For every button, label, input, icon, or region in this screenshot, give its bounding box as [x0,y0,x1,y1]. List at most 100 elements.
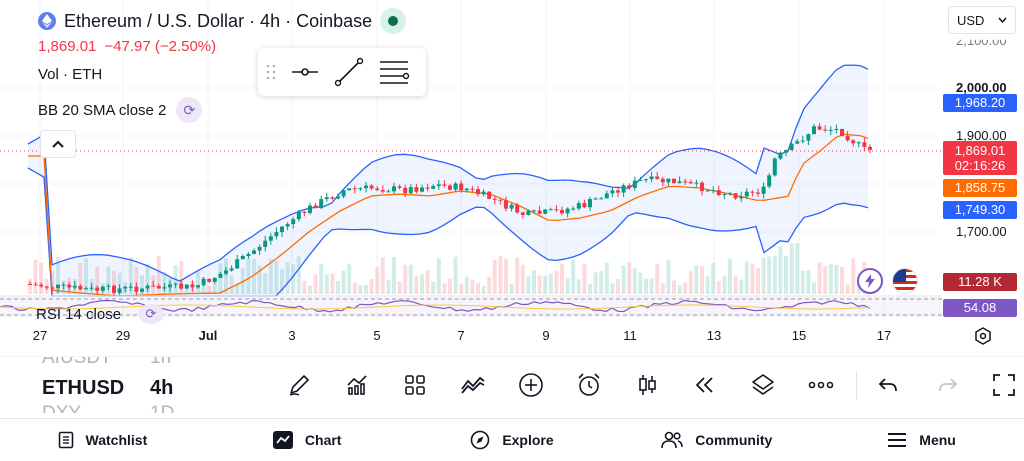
chevron-down-icon [998,17,1007,23]
collapse-legend-button[interactable] [40,130,76,158]
alert-button[interactable] [560,363,618,407]
candle-body [128,286,133,288]
candle-body [683,181,688,183]
volume-bar [828,264,833,294]
compare-button[interactable] [444,363,502,407]
fullscreen-button[interactable] [982,363,1024,407]
candle-body [862,142,867,147]
candle-body [229,268,234,271]
symbol-name: AIUSDT [42,357,112,368]
volume-bar [291,264,296,294]
layers-button[interactable] [734,363,792,407]
volume-bar [117,272,122,294]
volume-bar [817,262,822,294]
bottom-toolbar: AIUSDT 1h ETHUSD 4h DXY 1D [0,356,1024,413]
volume-bar [364,285,368,294]
volume-bar [688,271,693,294]
volume-bar [644,278,648,294]
parallel-channel-icon[interactable] [378,58,410,86]
drag-handle-icon[interactable] [266,64,276,80]
candle-body [235,259,240,269]
candle-body [828,129,833,131]
volume-bar [128,256,133,294]
candle-body [319,199,324,209]
volume-bar [655,264,660,294]
candle-body [403,187,408,194]
rsi-indicator-label[interactable]: RSI 14 close [36,306,122,323]
volume-bar [795,242,800,294]
horizontal-ray-icon[interactable] [290,62,320,82]
volume-bar [744,261,749,294]
add-button[interactable] [502,363,560,407]
volume-bar [431,281,436,294]
nav-watchlist[interactable]: Watchlist [0,419,205,461]
rewind-icon [696,377,713,393]
indicators-button[interactable] [328,363,386,407]
nav-menu[interactable]: Menu [819,419,1024,461]
candle-body [711,190,716,192]
volume-indicator-label[interactable]: Vol · ETH [38,66,103,83]
candle-body [677,181,682,184]
volume-bar [324,274,329,294]
candle-body [582,203,587,208]
us-flag-icon[interactable] [892,268,918,294]
nav-explore[interactable]: Explore [410,419,615,461]
symbol-row[interactable]: AIUSDT 1h [42,357,202,371]
candle-body [291,219,296,225]
symbol-row-current[interactable]: ETHUSD 4h [42,375,202,401]
symbol-row[interactable]: DXY 1D [42,401,202,413]
candle-body [756,192,760,194]
candle-body [95,287,100,291]
undo-button[interactable] [866,363,910,407]
candle-body [218,273,223,278]
volume-bar [812,282,816,294]
volume-bar [565,278,570,294]
candle-body [733,193,738,199]
volume-bar [302,280,307,294]
candle-body [543,209,548,214]
candle-body [375,188,380,191]
trend-line-icon[interactable] [334,57,364,87]
candle-body [476,189,480,195]
candle-body [296,211,301,220]
symbol-title[interactable]: Ethereum / U.S. Dollar · 4h · Coinbase [64,10,373,31]
candle-body [145,285,150,289]
volume-bar [800,270,805,294]
refresh-icon[interactable]: ⟳ [138,304,164,324]
price-chart[interactable] [0,0,1024,352]
market-open-status-icon[interactable] [380,8,407,34]
volume-bar [263,273,268,294]
indicators-icon [347,375,367,395]
compass-icon [471,430,490,450]
time-axis[interactable]: 27 29 Jul 3 5 7 9 11 13 15 17 [0,328,1024,348]
redo-button[interactable] [926,363,970,407]
volume-bar [520,264,525,294]
layouts-button[interactable] [386,363,444,407]
chart-pane[interactable]: Ethereum / U.S. Dollar · 4h · Coinbase 1… [0,0,1024,352]
chart-settings-icon[interactable] [974,327,992,345]
volume-bar [380,257,385,294]
volume-bar [112,271,116,294]
chart-type-button[interactable] [618,363,676,407]
more-button[interactable] [792,363,850,407]
volume-bar [140,275,144,294]
compare-icon [461,376,485,394]
candle-body [588,199,592,208]
candle-body [347,188,352,191]
volume-bar [599,271,604,294]
candle-body [302,211,307,213]
replay-button[interactable] [676,363,734,407]
symbol-switcher[interactable]: AIUSDT 1h ETHUSD 4h DXY 1D [42,357,202,413]
draw-button[interactable] [270,363,328,407]
nav-community[interactable]: Community [614,419,819,461]
currency-select[interactable]: USD [948,6,1016,34]
bollinger-indicator-legend[interactable]: BB 20 SMA close 2 ⟳ [38,97,203,123]
bollinger-band-fill [28,65,868,296]
candlesticks [28,123,872,296]
candle-body [336,196,340,199]
refresh-icon[interactable]: ⟳ [176,97,203,123]
lightning-icon[interactable] [857,268,883,294]
bollinger-indicator-label[interactable]: BB 20 SMA close 2 [38,101,167,119]
nav-chart[interactable]: Chart [205,419,410,461]
candle-body [246,253,251,256]
